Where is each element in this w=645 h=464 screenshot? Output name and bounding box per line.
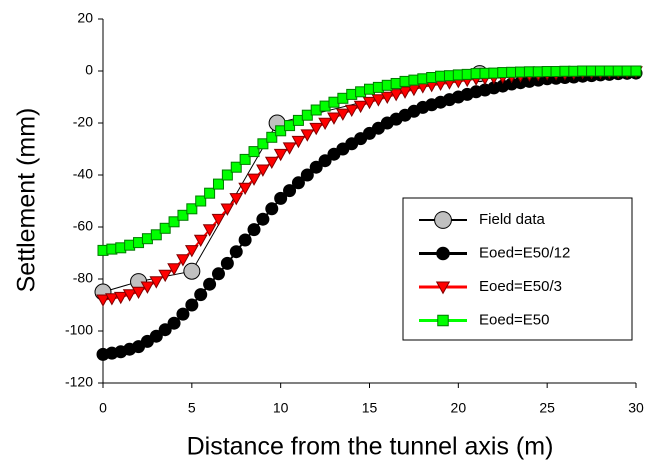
marker xyxy=(149,276,164,289)
marker xyxy=(274,191,288,205)
marker xyxy=(193,234,208,248)
marker xyxy=(238,233,252,247)
legend: Field data Eoed=E50/12 Eoed=E50/3 Eoed=E50 xyxy=(402,197,633,341)
marker xyxy=(96,294,110,307)
marker xyxy=(371,94,386,107)
legend-label: Eoed=E50 xyxy=(479,311,549,328)
marker xyxy=(380,91,395,105)
marker xyxy=(630,65,642,77)
marker xyxy=(176,307,190,321)
marker xyxy=(140,281,155,294)
marker xyxy=(435,281,451,295)
marker xyxy=(158,269,173,283)
marker xyxy=(436,246,450,261)
marker xyxy=(220,203,235,216)
marker xyxy=(318,117,332,131)
marker xyxy=(122,289,137,302)
marker xyxy=(300,129,315,142)
marker xyxy=(149,329,163,343)
marker xyxy=(204,187,216,199)
legend-label: Eoed=E50/12 xyxy=(479,244,570,261)
marker xyxy=(221,169,233,181)
marker xyxy=(318,154,332,168)
y-tick-label: -80 xyxy=(73,270,93,286)
marker xyxy=(150,229,162,241)
marker xyxy=(113,291,128,305)
marker xyxy=(327,112,341,125)
marker xyxy=(167,316,181,330)
marker xyxy=(229,245,243,259)
marker xyxy=(353,100,368,114)
x-tick-label: 20 xyxy=(451,400,467,416)
y-tick-label: -40 xyxy=(73,166,93,182)
marker xyxy=(184,245,199,258)
marker xyxy=(282,142,297,155)
marker xyxy=(247,173,261,186)
marker xyxy=(309,160,323,174)
marker xyxy=(398,86,412,99)
marker xyxy=(291,176,305,190)
marker xyxy=(177,209,189,221)
marker xyxy=(176,254,190,267)
marker xyxy=(185,298,199,312)
marker xyxy=(266,131,278,143)
marker xyxy=(220,256,234,270)
legend-label: Eoed=E50/3 xyxy=(479,278,562,295)
x-tick-label: 25 xyxy=(539,400,555,416)
marker xyxy=(239,153,251,165)
marker xyxy=(257,138,269,150)
marker xyxy=(159,222,171,234)
x-tick-label: 15 xyxy=(362,400,378,416)
y-axis-title: Settlement (mm) xyxy=(13,108,41,293)
marker xyxy=(183,262,201,280)
marker xyxy=(300,168,314,182)
marker xyxy=(264,156,279,170)
marker xyxy=(247,223,261,237)
marker xyxy=(283,184,297,198)
marker xyxy=(437,314,449,327)
y-tick-label: -120 xyxy=(65,374,93,390)
marker xyxy=(265,202,279,216)
marker xyxy=(291,135,306,149)
marker xyxy=(273,148,288,162)
marker xyxy=(389,89,403,102)
marker xyxy=(248,146,260,158)
y-tick-label: 20 xyxy=(77,10,93,26)
y-tick-label: -20 xyxy=(73,114,93,130)
marker xyxy=(362,96,377,110)
x-axis-title: Distance from the tunnel axis (m) xyxy=(187,433,554,461)
marker xyxy=(309,122,324,136)
marker xyxy=(194,288,208,302)
marker xyxy=(186,203,198,215)
marker xyxy=(202,224,217,237)
marker xyxy=(105,293,119,306)
marker xyxy=(211,267,225,281)
y-tick-label: -60 xyxy=(73,218,93,234)
x-tick-label: 0 xyxy=(99,400,107,416)
y-tick-label: 0 xyxy=(85,62,93,78)
marker xyxy=(168,216,180,228)
marker xyxy=(336,108,350,121)
marker xyxy=(344,104,359,118)
marker xyxy=(434,211,452,229)
marker xyxy=(203,277,217,291)
marker xyxy=(195,195,207,207)
marker xyxy=(158,323,172,337)
marker xyxy=(230,161,242,173)
marker xyxy=(256,164,270,177)
y-tick-label: -100 xyxy=(65,322,93,338)
marker xyxy=(131,286,146,300)
x-tick-label: 30 xyxy=(628,400,644,416)
x-tick-label: 5 xyxy=(188,400,196,416)
legend-label: Field data xyxy=(479,211,546,228)
marker xyxy=(167,263,181,276)
marker xyxy=(229,193,244,206)
marker xyxy=(256,212,270,226)
marker xyxy=(212,178,224,190)
marker xyxy=(238,182,252,196)
marker xyxy=(211,213,226,227)
x-tick-label: 10 xyxy=(273,400,289,416)
